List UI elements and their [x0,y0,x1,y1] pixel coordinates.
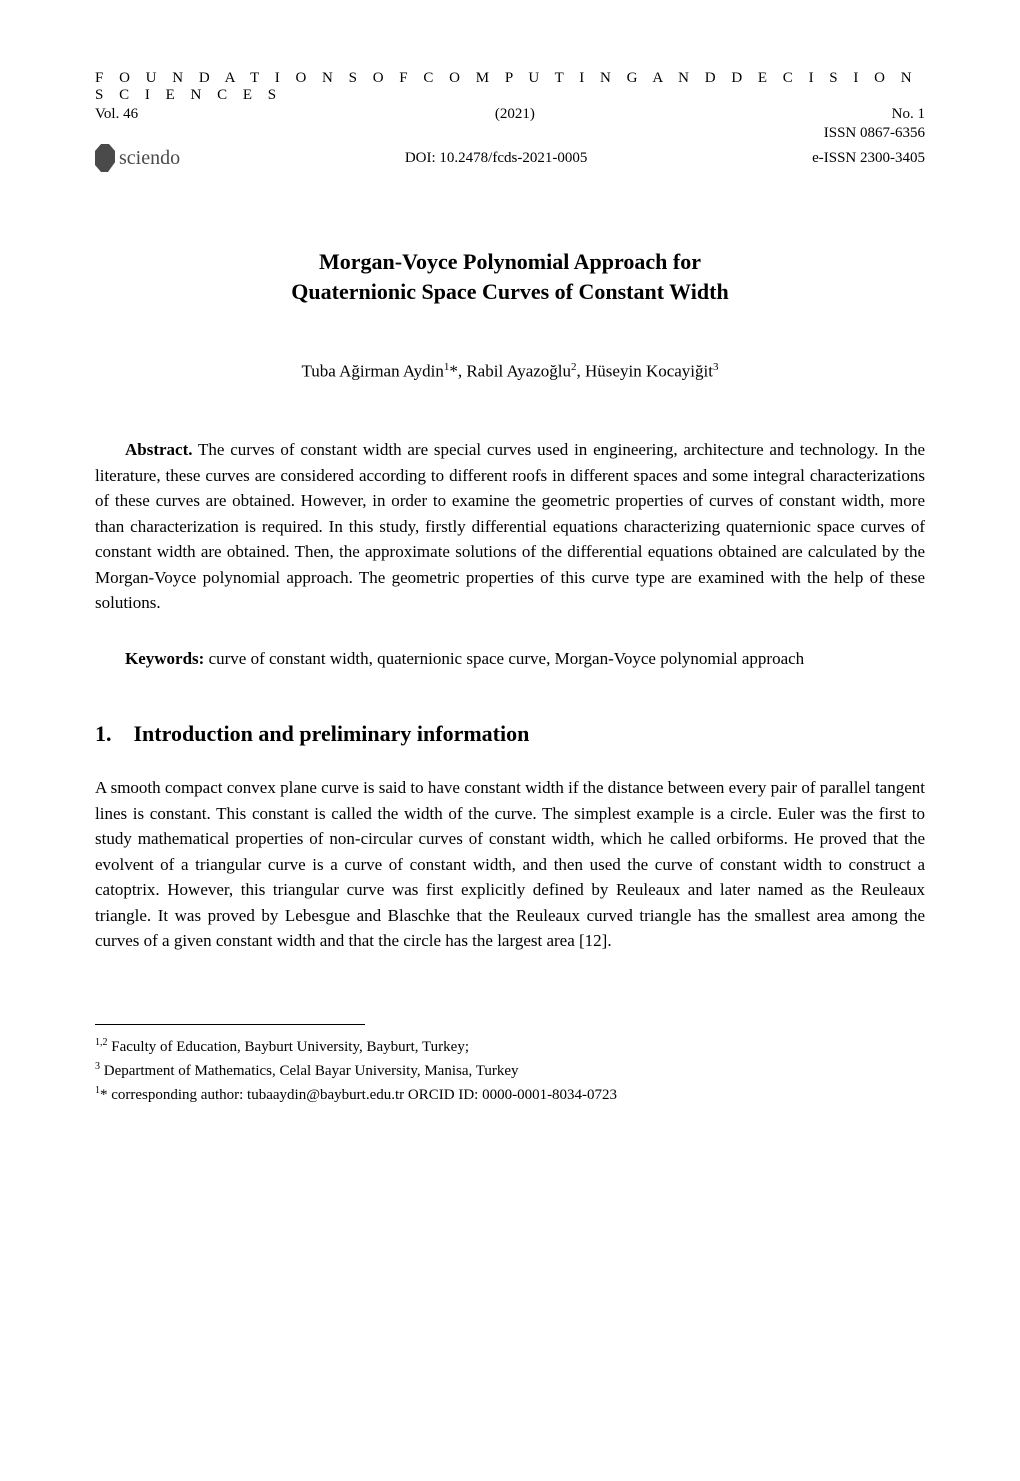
journal-header: F O U N D A T I O N S O F C O M P U T I … [95,70,925,172]
author-1: Tuba Ağirman Aydin [302,362,444,381]
doi: DOI: 10.2478/fcds-2021-0005 [180,150,812,167]
footnote-1-text: Faculty of Education, Bayburt University… [108,1039,470,1055]
issn: ISSN 0867-6356 [95,125,925,142]
abstract-text: The curves of constant width are special… [95,440,925,612]
section-1-title: Introduction and preliminary information [134,721,530,746]
author-3-sup: 3 [713,361,719,373]
footnotes: 1,2 Faculty of Education, Bayburt Univer… [95,1035,925,1108]
footnote-2-text: Department of Mathematics, Celal Bayar U… [100,1063,519,1079]
eissn: e-ISSN 2300-3405 [812,150,925,167]
paper-title-block: Morgan-Voyce Polynomial Approach for Qua… [95,247,925,306]
issue-number: No. 1 [892,106,925,123]
author-sep-1: *, Rabil Ayazoğlu [449,362,571,381]
abstract: Abstract. The curves of constant width a… [95,437,925,616]
volume-line: Vol. 46 (2021) No. 1 [95,106,925,123]
paper-title-line2: Quaternionic Space Curves of Constant Wi… [95,277,925,307]
footnote-2: 3 Department of Mathematics, Celal Bayar… [95,1059,925,1083]
volume: Vol. 46 [95,106,138,123]
year: (2021) [495,106,535,123]
publisher-logo: sciendo [95,144,180,172]
section-1-number: 1. [95,721,112,746]
section-1-body: A smooth compact convex plane curve is s… [95,775,925,954]
keywords-text: curve of constant width, quaternionic sp… [204,649,804,668]
keywords: Keywords: curve of constant width, quate… [95,646,925,672]
footnote-separator [95,1024,365,1025]
journal-name: F O U N D A T I O N S O F C O M P U T I … [95,70,925,104]
authors: Tuba Ağirman Aydin1*, Rabil Ayazoğlu2, H… [95,361,925,382]
keywords-label: Keywords: [125,649,204,668]
footnote-3: 1* corresponding author: tubaaydin@baybu… [95,1083,925,1107]
footnote-1-sup: 1,2 [95,1037,108,1048]
doi-line: sciendo DOI: 10.2478/fcds-2021-0005 e-IS… [95,144,925,172]
publisher-logo-text: sciendo [119,147,180,170]
paper-title-line1: Morgan-Voyce Polynomial Approach for [95,247,925,277]
footnote-3-text: * corresponding author: tubaaydin@baybur… [100,1087,617,1103]
author-sep-2: , Hüseyin Kocayiğit [577,362,713,381]
footnote-1: 1,2 Faculty of Education, Bayburt Univer… [95,1035,925,1059]
abstract-label: Abstract. [125,440,193,459]
sciendo-icon [95,144,115,172]
section-1-heading: 1. Introduction and preliminary informati… [95,721,925,747]
